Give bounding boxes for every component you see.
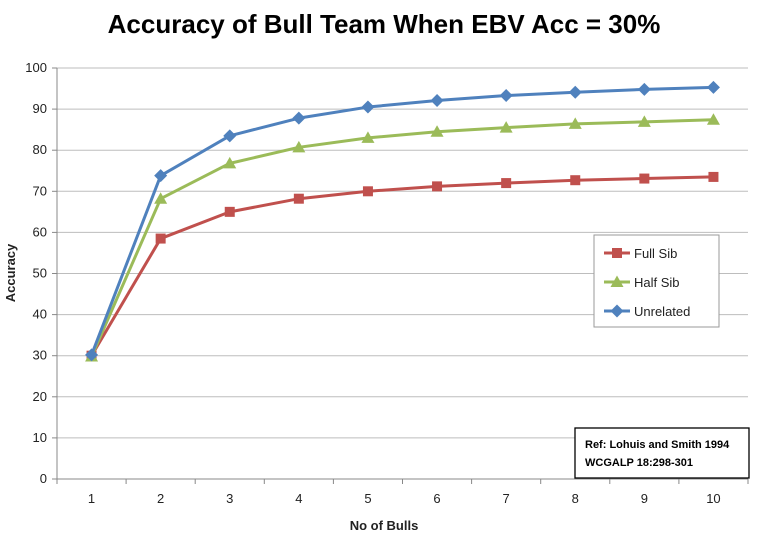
x-tick-label-10: 10	[706, 491, 720, 506]
legend-marker-unrelated	[610, 304, 624, 318]
point-half-sib-2	[154, 192, 168, 204]
point-half-sib-9	[637, 115, 651, 127]
point-full-sib-5	[362, 186, 373, 197]
point-full-sib-3	[224, 206, 235, 217]
x-tick-label-4: 4	[295, 491, 302, 506]
y-tick-label-30: 30	[33, 348, 47, 363]
y-axis-label: Accuracy	[3, 243, 18, 302]
y-tick-label-70: 70	[33, 183, 47, 198]
point-unrelated-7	[499, 89, 513, 103]
axes	[52, 67, 749, 484]
y-tick-label-80: 80	[33, 142, 47, 157]
point-half-sib-5	[361, 131, 375, 143]
reference-box-border	[574, 427, 750, 479]
point-unrelated-6	[430, 93, 444, 107]
reference-box: Ref: Lohuis and Smith 1994 WCGALP 18:298…	[574, 427, 750, 479]
point-unrelated-10	[706, 80, 720, 94]
point-unrelated-4	[292, 111, 306, 125]
x-tick-labels: 1 2 3 4 5 6 7 8 9 10	[88, 491, 721, 506]
point-unrelated-3	[223, 129, 237, 143]
x-tick-label-1: 1	[88, 491, 95, 506]
x-tick-label-5: 5	[364, 491, 371, 506]
y-tick-label-20: 20	[33, 389, 47, 404]
y-tick-label-60: 60	[33, 224, 47, 239]
point-full-sib-9	[639, 173, 650, 184]
x-tick-label-7: 7	[503, 491, 510, 506]
legend-label-half-sib: Half Sib	[634, 275, 680, 290]
series-unrelated	[85, 80, 720, 362]
point-half-sib-7	[499, 121, 513, 133]
point-full-sib-8	[570, 175, 581, 186]
point-full-sib-4	[293, 193, 304, 204]
point-half-sib-4	[292, 140, 306, 153]
series-half-sib	[85, 113, 720, 362]
point-unrelated-8	[568, 85, 582, 99]
line-full-sib	[90, 175, 714, 357]
y-tick-labels: 0 10 20 30 40 50 60 70 80 90 100	[25, 60, 47, 486]
legend: Full Sib Half Sib Unrelated	[593, 234, 720, 328]
line-unrelated	[90, 85, 714, 356]
point-full-sib-7	[501, 178, 512, 189]
chart-title: Accuracy of Bull Team When EBV Acc = 30%	[108, 9, 661, 39]
line-half-sib	[90, 118, 714, 358]
point-unrelated-2	[154, 169, 168, 183]
y-tick-label-100: 100	[25, 60, 47, 75]
x-tick-label-8: 8	[572, 491, 579, 506]
y-tick-label-50: 50	[33, 266, 47, 281]
x-tick-label-3: 3	[226, 491, 233, 506]
reference-line-2: WCGALP 18:298-301	[585, 457, 693, 469]
point-half-sib-8	[568, 117, 582, 129]
y-tick-label-10: 10	[33, 430, 47, 445]
point-half-sib-6	[430, 125, 444, 137]
series-full-sib	[86, 171, 719, 361]
y-tick-label-0: 0	[40, 471, 47, 486]
legend-marker-half-sib	[610, 275, 624, 287]
point-unrelated-5	[361, 100, 375, 114]
legend-label-full-sib: Full Sib	[634, 246, 677, 261]
point-unrelated-9	[637, 82, 651, 96]
legend-marker-full-sib	[612, 248, 622, 258]
x-tick-label-9: 9	[641, 491, 648, 506]
point-half-sib-10	[706, 113, 720, 125]
point-full-sib-6	[432, 181, 443, 192]
x-axis-label: No of Bulls	[350, 518, 419, 533]
legend-label-unrelated: Unrelated	[634, 304, 690, 319]
series-lines	[85, 80, 720, 362]
point-full-sib-2	[155, 233, 166, 244]
x-tick-label-6: 6	[433, 491, 440, 506]
point-unrelated-1	[85, 348, 99, 362]
reference-line-1: Ref: Lohuis and Smith 1994	[585, 439, 730, 451]
point-half-sib-3	[223, 156, 237, 169]
y-tick-label-40: 40	[33, 307, 47, 322]
x-tick-label-2: 2	[157, 491, 164, 506]
point-full-sib-10	[708, 171, 719, 182]
y-tick-label-90: 90	[33, 101, 47, 116]
